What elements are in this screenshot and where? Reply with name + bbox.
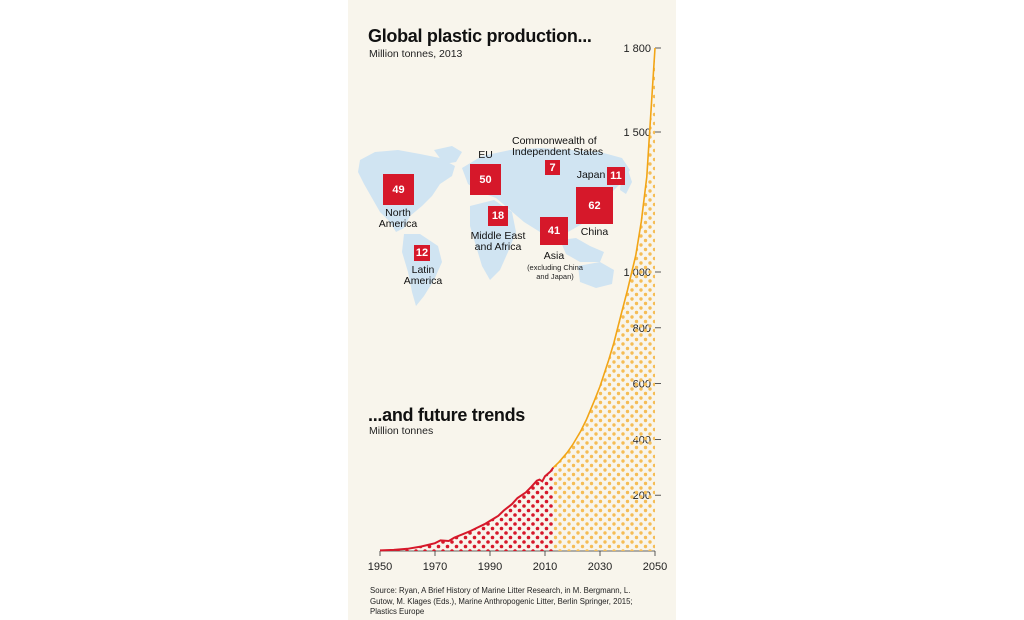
region-label-latin-america: Latin America bbox=[403, 264, 443, 287]
region-label-north-america: North America bbox=[378, 207, 418, 230]
region-label-middle-east-africa: Middle East and Africa bbox=[470, 230, 526, 253]
historical-area bbox=[380, 467, 554, 551]
x-tick-label: 1950 bbox=[368, 561, 392, 573]
source-note: Source: Ryan, A Brief History of Marine … bbox=[370, 586, 633, 616]
map-australia bbox=[578, 262, 614, 288]
y-tick-label: 1 800 bbox=[623, 43, 651, 55]
region-box-latin-america: 12 bbox=[414, 245, 430, 261]
plot-area bbox=[379, 47, 656, 552]
page-title: Global plastic production... bbox=[368, 26, 592, 46]
projection-line bbox=[552, 47, 656, 469]
region-box-north-america: 49 bbox=[383, 174, 414, 205]
region-label-japan: Japan bbox=[576, 169, 606, 181]
page-subtitle: Million tonnes, 2013 bbox=[369, 48, 463, 60]
trends-title: ...and future trends bbox=[368, 405, 526, 425]
region-box-japan: 11 bbox=[607, 167, 625, 185]
region-box-china: 62 bbox=[576, 187, 613, 224]
region-label-asia: Asia bbox=[543, 250, 565, 262]
trends-subtitle: Million tonnes bbox=[369, 425, 434, 437]
region-label-cis: Commonwealth of Independent States bbox=[512, 135, 604, 158]
region-label-eu: EU bbox=[478, 149, 493, 161]
region-box-asia: 41 bbox=[540, 217, 568, 245]
region-box-cis: 7 bbox=[545, 160, 560, 175]
map-southeast-asia bbox=[560, 238, 604, 262]
y-tick-label: 1 500 bbox=[623, 127, 651, 139]
projection-area bbox=[553, 48, 655, 551]
x-tick-label: 1970 bbox=[423, 561, 447, 573]
x-tick-label: 1990 bbox=[478, 561, 502, 573]
historical-line bbox=[379, 467, 555, 552]
region-note-asia: (excluding China and Japan) bbox=[527, 263, 583, 281]
map-south-america bbox=[402, 234, 442, 306]
x-tick-label: 2010 bbox=[533, 561, 557, 573]
x-tick-label: 2050 bbox=[643, 561, 667, 573]
region-box-eu: 50 bbox=[470, 164, 501, 195]
map-greenland bbox=[434, 146, 462, 164]
x-tick-label: 2030 bbox=[588, 561, 612, 573]
region-box-middle-east-africa: 18 bbox=[488, 206, 508, 226]
region-label-china: China bbox=[580, 226, 609, 238]
